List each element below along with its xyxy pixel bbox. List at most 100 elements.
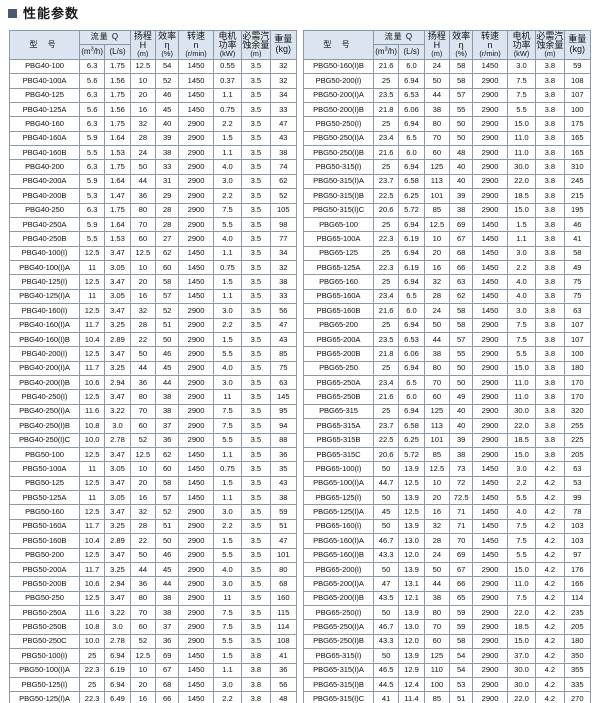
cell-motor-power: 11.0 — [506, 389, 537, 405]
cell-flow-ls: 12.1 — [398, 590, 425, 607]
cell-efficiency: 51 — [155, 317, 180, 333]
cell-head: 16 — [423, 259, 451, 276]
cell-speed: 2900 — [178, 173, 214, 190]
cell-motor-power: 3.0 — [506, 58, 537, 75]
cell-flow-m3h: 11.7 — [78, 317, 106, 333]
table-row: PBG40-200(I)A 11.7 3.25 44 45 2900 4.0 3.5 75 — [9, 360, 298, 377]
col-header-npsh: 必需汽 蚀余量 (m) — [535, 30, 565, 60]
cell-flow-m3h: 23.4 — [372, 288, 400, 305]
table-row: PBG65-315(I)A 46.5 12.9 110 54 2900 30.0 4.2 355 — [303, 662, 592, 678]
table-row: PBG50-250(I)B 21.6 6.0 60 48 2900 11.0 3.8 165 — [303, 144, 592, 161]
cell-flow-ls: 6.94 — [398, 317, 425, 333]
cell-speed: 1450 — [178, 648, 214, 664]
cell-head: 44 — [129, 173, 157, 190]
cell-flow-m3h: 10.8 — [78, 418, 106, 434]
cell-npsh: 3.5 — [241, 518, 271, 535]
cell-head: 50 — [423, 561, 451, 578]
cell-flow-ls: 6.25 — [398, 188, 425, 204]
cell-model: PBG40-100(I)A — [9, 259, 80, 276]
cell-head: 50 — [423, 73, 451, 89]
cell-head: 85 — [423, 202, 451, 218]
cell-flow-ls: 1.64 — [104, 173, 131, 190]
cell-flow-ls: 6.94 — [104, 676, 131, 693]
cell-flow-ls: 13.9 — [398, 489, 425, 506]
cell-weight: 195 — [563, 202, 592, 218]
table-row: PBG40-200 6.3 1.75 50 33 2900 4.0 3.5 74 — [9, 159, 298, 175]
cell-head: 20 — [129, 87, 157, 103]
cell-flow-ls: 3.25 — [104, 360, 131, 377]
cell-speed: 2900 — [472, 691, 508, 703]
cell-flow-m3h: 25 — [372, 216, 400, 233]
cell-head: 28 — [423, 288, 451, 305]
cell-speed: 2900 — [178, 188, 214, 204]
cell-model: PBG65-200A — [303, 331, 374, 348]
cell-npsh: 3.8 — [535, 374, 565, 391]
cell-head: 44 — [129, 360, 157, 377]
cell-head: 28 — [129, 518, 157, 535]
cell-flow-ls: 12.5 — [398, 475, 425, 492]
cell-flow-ls: 6.06 — [398, 101, 425, 118]
cell-model: PBG65-160(I)B — [303, 547, 374, 563]
cell-flow-m3h: 50 — [372, 461, 400, 477]
table-row: PBG50-200B 10.6 2.94 36 44 2900 3.0 3.5 68 — [9, 576, 298, 592]
cell-motor-power: 3.0 — [212, 576, 243, 592]
cell-speed: 2900 — [178, 331, 214, 348]
col-header-model: 型 号 — [9, 30, 80, 60]
cell-model: PBG50-250(I)B — [303, 144, 374, 161]
cell-motor-power: 7.5 — [506, 317, 537, 333]
cell-flow-m3h: 21.6 — [372, 303, 400, 319]
cell-speed: 1450 — [178, 676, 214, 693]
cell-weight: 225 — [563, 432, 592, 448]
cell-flow-m3h: 5.5 — [78, 144, 106, 161]
cell-weight: 320 — [563, 403, 592, 420]
table-row: PBG50-315(I) 25 6.94 125 40 2900 30.0 3.8 310 — [303, 159, 592, 175]
cell-npsh: 3.8 — [535, 317, 565, 333]
cell-npsh: 3.5 — [241, 432, 271, 448]
cell-motor-power: 2.2 — [506, 259, 537, 276]
cell-flow-ls: 13.9 — [398, 561, 425, 578]
cell-efficiency: 57 — [155, 489, 180, 506]
cell-flow-ls: 13.9 — [398, 518, 425, 535]
cell-weight: 53 — [563, 475, 592, 492]
cell-flow-m3h: 11 — [78, 461, 106, 477]
cell-flow-m3h: 6.3 — [78, 87, 106, 103]
cell-speed: 2900 — [472, 73, 508, 89]
table-header-right: 型 号 流量 Q 扬程 H (m) 效率 η (%) — [303, 29, 592, 60]
cell-head: 113 — [423, 418, 451, 434]
cell-npsh: 3.8 — [535, 87, 565, 103]
cell-efficiency: 58 — [155, 274, 180, 290]
cell-efficiency: 67 — [449, 561, 474, 578]
cell-motor-power: 5.5 — [212, 547, 243, 563]
cell-speed: 1450 — [178, 259, 214, 276]
cell-head: 70 — [129, 216, 157, 233]
cell-efficiency: 51 — [155, 518, 180, 535]
cell-flow-m3h: 44.5 — [372, 676, 400, 693]
cell-flow-ls: 6.94 — [398, 159, 425, 175]
cell-flow-ls: 3.05 — [104, 259, 131, 276]
cell-weight: 103 — [563, 518, 592, 535]
cell-flow-m3h: 10.0 — [78, 633, 106, 650]
cell-efficiency: 70 — [449, 533, 474, 549]
cell-weight: 38 — [269, 489, 298, 506]
cell-head: 24 — [423, 547, 451, 563]
cell-model: PBG65-315(I)A — [303, 662, 374, 678]
cell-npsh: 3.8 — [535, 144, 565, 161]
cell-efficiency: 60 — [155, 461, 180, 477]
cell-npsh: 3.5 — [241, 446, 271, 463]
cell-flow-m3h: 11 — [78, 489, 106, 506]
cell-weight: 41 — [269, 648, 298, 664]
cell-head: 24 — [129, 144, 157, 161]
cell-weight: 85 — [269, 346, 298, 362]
col-header-npsh: 必需汽 蚀余量 (m) — [241, 30, 271, 60]
cell-flow-ls: 6.94 — [398, 274, 425, 290]
cell-head: 16 — [129, 489, 157, 506]
cell-npsh: 4.2 — [535, 633, 565, 650]
cell-weight: 166 — [563, 576, 592, 592]
cell-efficiency: 52 — [155, 504, 180, 520]
cell-efficiency: 57 — [449, 331, 474, 348]
cell-head: 38 — [423, 101, 451, 118]
cell-flow-m3h: 25 — [372, 73, 400, 89]
cell-flow-ls: 3.05 — [104, 288, 131, 305]
cell-model: PBG50-200(I) — [303, 73, 374, 89]
cell-motor-power: 0.55 — [212, 58, 243, 75]
